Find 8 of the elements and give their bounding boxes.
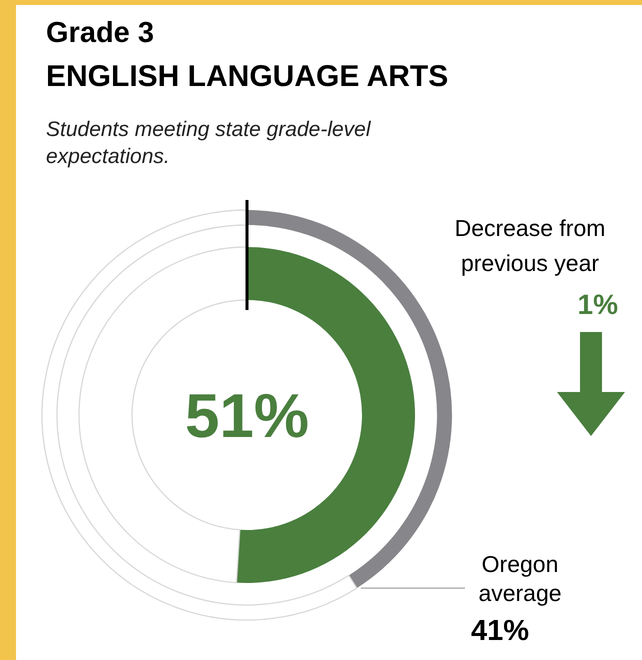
- text: Decrease from previous year: [454, 215, 606, 276]
- data-label: 51%: [184, 382, 310, 451]
- data-label: 41%: [471, 615, 530, 648]
- chart-title: Grade 3: [46, 17, 154, 49]
- slice-label: Oregon average: [478, 551, 562, 606]
- chart-subtitle: ENGLISH LANGUAGE ARTS: [46, 60, 448, 93]
- text: Students meeting state grade-level expectations.: [46, 118, 372, 168]
- text: 1%: [578, 289, 618, 320]
